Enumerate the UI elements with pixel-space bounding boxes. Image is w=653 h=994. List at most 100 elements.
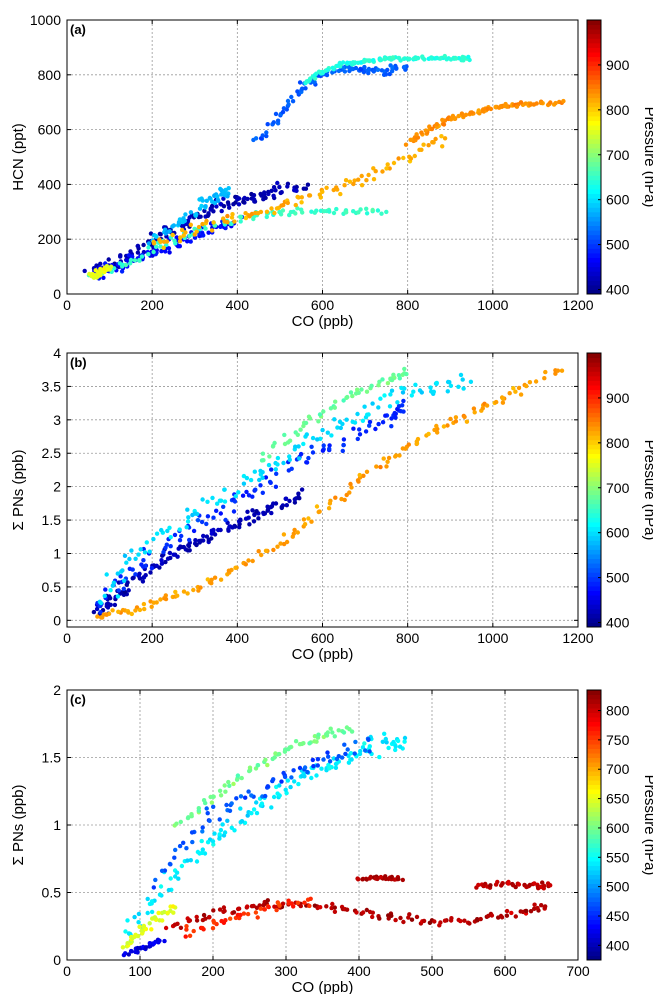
colorbar-segment — [587, 394, 601, 400]
data-point — [284, 790, 289, 796]
y-tick-label: 3 — [53, 412, 61, 428]
data-point — [231, 509, 237, 514]
colorbar-segment — [587, 280, 601, 286]
colorbar-segment — [587, 942, 601, 947]
data-point — [310, 757, 315, 763]
colorbar-segment — [587, 225, 601, 231]
data-point — [244, 475, 250, 481]
data-point — [223, 789, 228, 794]
data-point — [141, 575, 147, 580]
data-point — [379, 68, 385, 73]
data-point — [371, 177, 377, 182]
data-point — [125, 941, 130, 946]
data-point — [344, 210, 349, 215]
data-point — [106, 611, 112, 616]
data-point — [319, 766, 324, 771]
data-point — [246, 493, 252, 498]
data-point — [106, 257, 111, 262]
data-point — [305, 769, 310, 775]
data-point — [345, 747, 350, 752]
data-point — [288, 784, 293, 790]
data-point — [367, 423, 372, 428]
data-point — [262, 511, 268, 516]
data-point — [282, 432, 287, 438]
data-point — [108, 588, 113, 593]
data-point — [209, 536, 214, 541]
colorbar-segment — [587, 708, 601, 713]
data-point — [170, 232, 175, 238]
data-point — [370, 401, 375, 406]
data-point — [167, 250, 172, 255]
data-point — [310, 450, 316, 455]
data-point — [201, 912, 207, 918]
y-tick-label: 2 — [53, 682, 61, 698]
data-point — [360, 910, 366, 915]
data-point — [321, 409, 326, 414]
data-point — [349, 485, 354, 490]
data-point — [476, 108, 481, 113]
colorbar-tick-label: 400 — [606, 937, 630, 953]
data-point — [163, 925, 169, 931]
data-point — [210, 495, 215, 501]
data-point — [327, 759, 333, 764]
data-point — [316, 732, 321, 737]
data-point — [402, 735, 408, 741]
data-point — [332, 405, 337, 410]
data-point — [251, 193, 257, 198]
data-point — [265, 122, 270, 127]
data-point — [222, 908, 227, 914]
data-point — [345, 60, 350, 65]
grid-c — [67, 690, 578, 960]
colorbar-segment — [587, 951, 601, 956]
colorbar-segment — [587, 494, 601, 500]
data-point — [308, 896, 313, 901]
colorbar-tick-label: 900 — [606, 57, 630, 73]
data-point — [273, 484, 279, 489]
data-point — [401, 919, 406, 925]
colorbar-tick-label: 600 — [606, 192, 630, 208]
data-point — [287, 457, 292, 462]
colorbar-tick-label: 700 — [606, 480, 630, 496]
data-point — [458, 918, 463, 924]
data-point — [212, 831, 217, 836]
data-point — [185, 519, 191, 524]
data-point — [317, 412, 323, 417]
data-point — [306, 414, 312, 419]
data-point — [179, 227, 185, 233]
data-point — [383, 72, 389, 77]
colorbar-ticks-b: 400 500 600 700 800 900 — [598, 390, 630, 631]
data-point — [164, 542, 169, 547]
data-point — [304, 432, 309, 437]
data-point — [453, 415, 459, 420]
data-point — [471, 406, 477, 411]
data-point — [158, 597, 163, 602]
data-point — [133, 572, 138, 577]
data-point — [135, 950, 140, 955]
data-point — [307, 193, 313, 198]
data-point — [380, 169, 385, 174]
data-point — [217, 832, 222, 837]
data-point — [218, 793, 224, 798]
data-point — [320, 448, 326, 453]
data-point — [268, 480, 273, 485]
data-point — [222, 830, 228, 835]
data-point — [246, 558, 251, 563]
data-point — [364, 58, 370, 63]
y-tick-label: 0 — [53, 952, 61, 968]
panel-c: 0 100 200 300 400 500 600 700 0 0.5 1 1.5 2 (c) CO … — [10, 682, 653, 994]
data-point — [215, 194, 220, 199]
data-point — [303, 86, 308, 91]
data-point — [279, 190, 284, 195]
data-point — [540, 880, 545, 885]
data-point — [93, 268, 98, 273]
data-point — [493, 105, 499, 110]
colorbar-segment — [587, 207, 601, 213]
data-point — [325, 430, 330, 435]
colorbar-segment — [587, 111, 601, 117]
data-point — [533, 379, 539, 384]
colorbar-tick-label: 650 — [606, 791, 630, 807]
data-point — [397, 453, 402, 458]
colorbar-segment — [587, 595, 601, 601]
data-point — [375, 876, 380, 882]
data-point — [253, 766, 259, 771]
